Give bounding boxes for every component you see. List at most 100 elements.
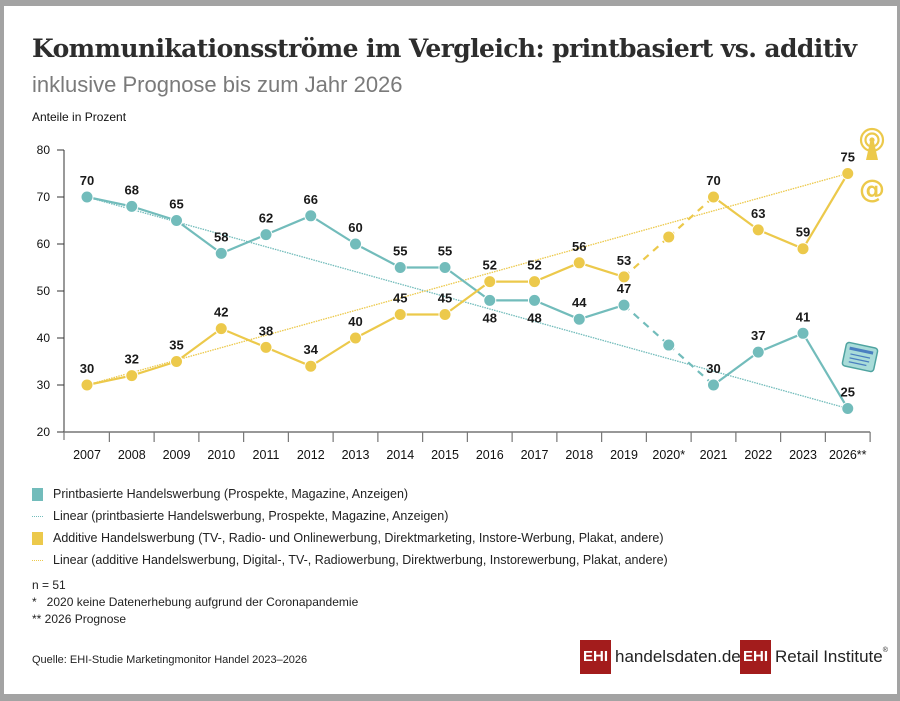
data-label-print: 66 — [304, 192, 318, 207]
trendlines — [86, 172, 848, 410]
x-tick-label: 2010 — [207, 448, 235, 462]
data-label-additive: 63 — [751, 206, 765, 221]
logo-box-ehi: EHI — [740, 640, 772, 674]
series-segment-additive — [578, 261, 625, 278]
legend-label-additive: Additive Handelswerbung (TV-, Radio- und… — [53, 531, 664, 545]
series-segment-print — [623, 304, 670, 346]
series-segment-additive — [712, 196, 759, 231]
data-point-additive — [528, 275, 541, 289]
y-axis-label: Anteile in Prozent — [32, 110, 127, 124]
data-label-print: 37 — [751, 328, 765, 343]
data-label-additive: 52 — [527, 258, 541, 273]
data-label-print: 60 — [348, 220, 362, 235]
x-tick-label: 2026** — [829, 448, 867, 462]
data-label-print: 47 — [617, 281, 631, 296]
x-tick-label: 2014 — [386, 448, 414, 462]
x-tick-label: 2018 — [565, 448, 593, 462]
data-label-additive: 32 — [125, 352, 139, 367]
series-segment-print — [131, 205, 177, 222]
data-point-additive — [214, 322, 228, 336]
data-label-additive: 34 — [304, 342, 319, 357]
data-point-additive — [662, 230, 676, 244]
x-tick-label: 2017 — [521, 448, 549, 462]
axes: 20 30 40 50 60 70 80 2007 2008 2009 2010 2011 2012 20… — [37, 143, 871, 462]
series-segment-print — [802, 332, 849, 410]
series-segment-print — [220, 233, 267, 255]
logo-text-retail-institute: Retail Institute® — [775, 647, 888, 667]
series-segment-additive — [86, 374, 132, 387]
footnote-2020: * 2020 keine Datenerhebung aufgrund der … — [32, 595, 359, 609]
notes: n = 51 * 2020 keine Datenerhebung aufgru… — [32, 577, 358, 628]
series-segment-additive — [310, 337, 357, 368]
logo-handelsdaten[interactable]: EHI handelsdaten.de — [580, 640, 741, 674]
series-points — [80, 167, 855, 415]
data-label-additive: 59 — [796, 225, 810, 240]
series-segment-additive — [757, 228, 804, 250]
series-segment-additive — [534, 261, 580, 283]
data-point-additive — [125, 369, 139, 383]
data-point-additive — [80, 378, 94, 392]
footnote-2026: ** 2026 Prognose — [32, 612, 127, 626]
legend-item-print: Printbasierte Handelswerbung (Prospekte,… — [32, 483, 668, 505]
logo-text-handelsdaten: handelsdaten.de — [615, 647, 741, 666]
legend-line-additive-trend — [32, 559, 43, 561]
series-segment-print — [534, 299, 580, 321]
x-tick-label: 2020* — [652, 448, 685, 462]
x-tick-label: 2016 — [476, 448, 504, 462]
x-tick-label: 2008 — [118, 448, 146, 462]
data-point-print — [80, 190, 94, 204]
series-segment-print — [310, 214, 357, 245]
logo-retail-institute-name: Retail Institute — [775, 647, 883, 666]
trendline — [86, 196, 848, 410]
series-segment-additive — [623, 236, 670, 278]
x-tick-label: 2012 — [297, 448, 325, 462]
data-label-print: 55 — [393, 244, 407, 259]
data-point-print — [349, 237, 362, 251]
legend-label-additive-trend: Linear (additive Handelswerbung, Digital… — [53, 553, 668, 567]
radio-tower-icon — [859, 127, 885, 160]
data-point-print — [438, 261, 452, 274]
data-label-print: 65 — [169, 197, 183, 212]
y-tick-label: 80 — [37, 143, 51, 157]
data-point-print — [483, 293, 497, 307]
series-segment-additive — [175, 327, 222, 363]
legend-line-print-trend — [32, 515, 43, 517]
legend-label-print: Printbasierte Handelswerbung (Prospekte,… — [53, 487, 409, 501]
series-segment-print — [354, 243, 401, 269]
data-point-print — [214, 246, 228, 260]
y-tick-label: 40 — [37, 331, 51, 345]
logo-retail-institute[interactable]: EHI Retail Institute® — [740, 640, 888, 674]
data-label-additive: 45 — [393, 291, 407, 306]
data-point-print — [125, 199, 139, 213]
data-label-additive: 42 — [214, 305, 228, 320]
data-label-print: 25 — [841, 385, 855, 400]
chart-title: Kommunikationsströme im Vergleich: print… — [32, 34, 857, 63]
line-chart: 20 30 40 50 60 70 80 2007 2008 2009 2010 2011 2012 20… — [37, 127, 885, 462]
data-point-additive — [751, 223, 765, 237]
series-segment-print — [757, 332, 804, 354]
legend-swatch-additive — [32, 531, 43, 545]
series-segment-additive — [265, 346, 312, 368]
data-label-print: 55 — [438, 244, 452, 259]
data-point-additive — [349, 331, 362, 345]
series-segment-additive — [802, 172, 849, 250]
data-point-print — [841, 402, 855, 415]
data-label-print: 58 — [214, 229, 228, 244]
data-point-print — [304, 209, 318, 223]
data-point-print — [707, 378, 720, 392]
series-segment-print — [668, 344, 715, 386]
data-label-print: 68 — [125, 182, 139, 197]
data-point-additive — [841, 167, 855, 180]
data-label-additive: 30 — [80, 361, 94, 376]
data-label-print: 44 — [572, 295, 587, 310]
data-point-additive — [304, 359, 318, 373]
legend-label-print-trend: Linear (printbasierte Handelswerbung, Pr… — [53, 509, 449, 523]
data-point-print — [528, 293, 541, 307]
data-label-additive: 40 — [348, 314, 362, 329]
data-label-additive: 56 — [572, 239, 586, 254]
x-tick-label: 2009 — [163, 448, 191, 462]
x-tick-label: 2011 — [253, 448, 280, 462]
y-tick-label: 60 — [37, 237, 51, 251]
data-label-additive: 35 — [169, 338, 183, 353]
data-point-print — [662, 338, 676, 352]
